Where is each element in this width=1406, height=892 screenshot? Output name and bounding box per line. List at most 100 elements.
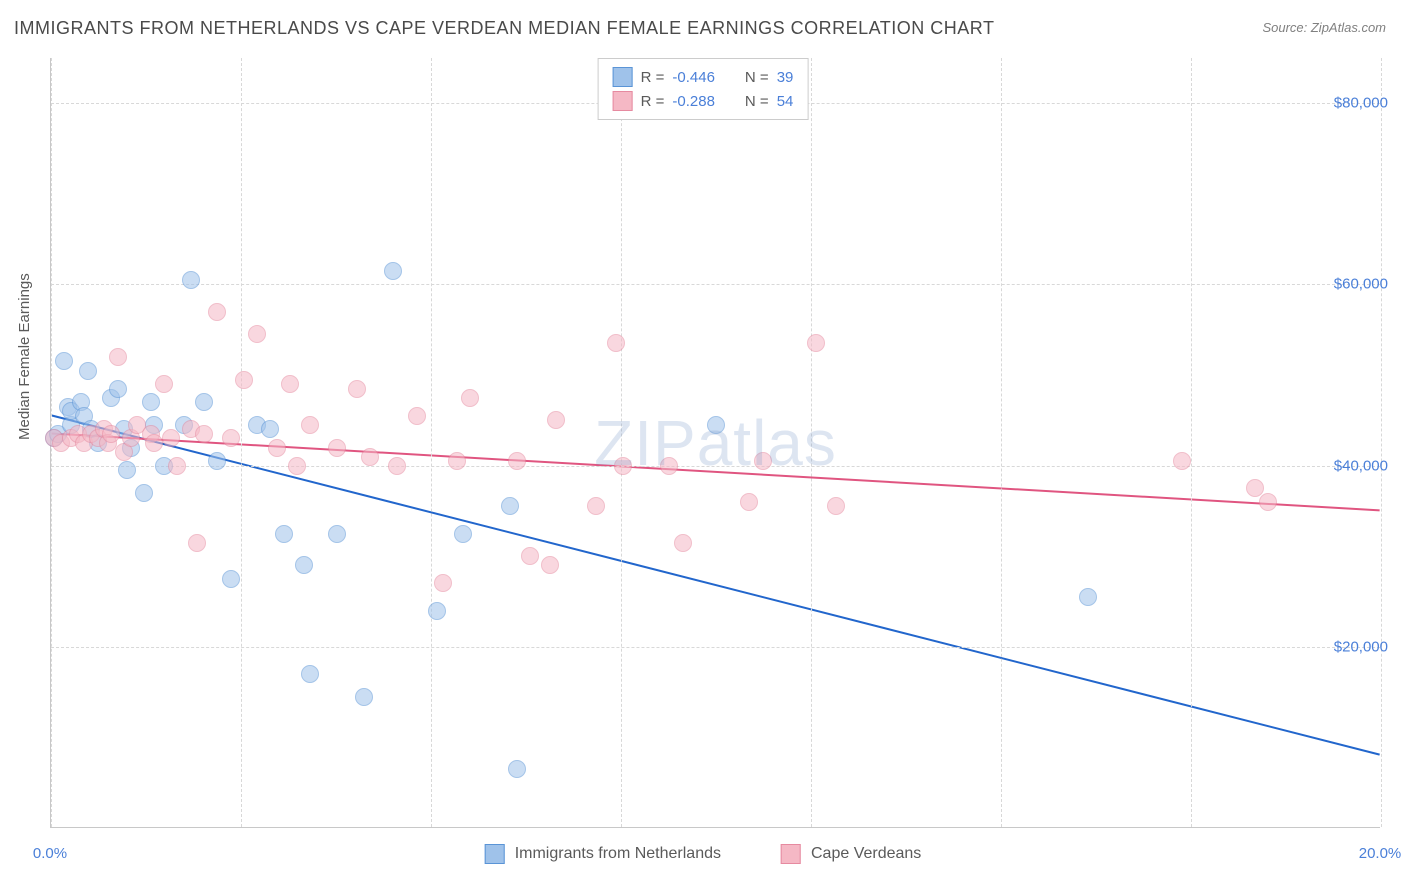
data-point [195, 393, 213, 411]
legend-series-label: Cape Verdeans [811, 845, 921, 863]
data-point [328, 439, 346, 457]
data-point [118, 461, 136, 479]
legend-stats-row: R = -0.446 N = 39 [613, 65, 794, 89]
data-point [660, 457, 678, 475]
data-point [235, 371, 253, 389]
data-point [448, 452, 466, 470]
data-point [521, 547, 539, 565]
n-label: N = [745, 93, 769, 110]
data-point [328, 525, 346, 543]
data-point [454, 525, 472, 543]
data-point [195, 425, 213, 443]
n-value: 39 [777, 69, 794, 86]
chart-title: IMMIGRANTS FROM NETHERLANDS VS CAPE VERD… [14, 18, 994, 39]
legend-swatch [613, 91, 633, 111]
ytick-label: $20,000 [1334, 638, 1388, 655]
data-point [754, 452, 772, 470]
data-point [428, 602, 446, 620]
data-point [388, 457, 406, 475]
legend-series-item: Cape Verdeans [781, 844, 921, 864]
data-point [361, 448, 379, 466]
gridline-v [1191, 58, 1192, 827]
data-point [807, 334, 825, 352]
ytick-label: $80,000 [1334, 95, 1388, 112]
data-point [145, 434, 163, 452]
data-point [607, 334, 625, 352]
data-point [547, 411, 565, 429]
data-point [275, 525, 293, 543]
data-point [740, 493, 758, 511]
legend-series: Immigrants from Netherlands Cape Verdeans [485, 844, 922, 864]
ytick-label: $40,000 [1334, 457, 1388, 474]
legend-stats: R = -0.446 N = 39 R = -0.288 N = 54 [598, 58, 809, 120]
n-value: 54 [777, 93, 794, 110]
legend-stats-row: R = -0.288 N = 54 [613, 89, 794, 113]
data-point [142, 393, 160, 411]
data-point [248, 325, 266, 343]
data-point [614, 457, 632, 475]
data-point [79, 362, 97, 380]
trend-line [51, 433, 1379, 510]
legend-swatch [485, 844, 505, 864]
r-label: R = [641, 69, 665, 86]
source-label: Source: ZipAtlas.com [1262, 20, 1386, 35]
data-point [1079, 588, 1097, 606]
data-point [434, 574, 452, 592]
data-point [541, 556, 559, 574]
y-axis-label: Median Female Earnings [16, 273, 33, 440]
gridline-v [241, 58, 242, 827]
gridline-v [621, 58, 622, 827]
data-point [408, 407, 426, 425]
data-point [501, 497, 519, 515]
data-point [188, 534, 206, 552]
data-point [461, 389, 479, 407]
xtick-label: 20.0% [1359, 845, 1402, 862]
gridline-v [1001, 58, 1002, 827]
data-point [109, 348, 127, 366]
ytick-label: $60,000 [1334, 276, 1388, 293]
data-point [827, 497, 845, 515]
r-value: -0.446 [672, 69, 715, 86]
data-point [261, 420, 279, 438]
data-point [208, 303, 226, 321]
data-point [508, 452, 526, 470]
data-point [348, 380, 366, 398]
data-point [268, 439, 286, 457]
xtick-label: 0.0% [33, 845, 67, 862]
data-point [707, 416, 725, 434]
n-label: N = [745, 69, 769, 86]
data-point [55, 352, 73, 370]
gridline-v [811, 58, 812, 827]
legend-swatch [781, 844, 801, 864]
data-point [355, 688, 373, 706]
data-point [135, 484, 153, 502]
data-point [281, 375, 299, 393]
gridline-h [51, 647, 1380, 648]
data-point [508, 760, 526, 778]
plot-area: ZIPatlas [50, 58, 1380, 828]
trend-lines-svg [51, 58, 1380, 827]
r-value: -0.288 [672, 93, 715, 110]
gridline-h [51, 284, 1380, 285]
gridline-v [431, 58, 432, 827]
data-point [288, 457, 306, 475]
data-point [301, 416, 319, 434]
data-point [295, 556, 313, 574]
data-point [182, 271, 200, 289]
data-point [587, 497, 605, 515]
data-point [301, 665, 319, 683]
data-point [102, 425, 120, 443]
data-point [208, 452, 226, 470]
data-point [1259, 493, 1277, 511]
data-point [222, 570, 240, 588]
data-point [1173, 452, 1191, 470]
legend-swatch [613, 67, 633, 87]
data-point [155, 375, 173, 393]
data-point [222, 429, 240, 447]
data-point [384, 262, 402, 280]
gridline-v [1381, 58, 1382, 827]
legend-series-label: Immigrants from Netherlands [515, 845, 721, 863]
data-point [674, 534, 692, 552]
r-label: R = [641, 93, 665, 110]
data-point [109, 380, 127, 398]
